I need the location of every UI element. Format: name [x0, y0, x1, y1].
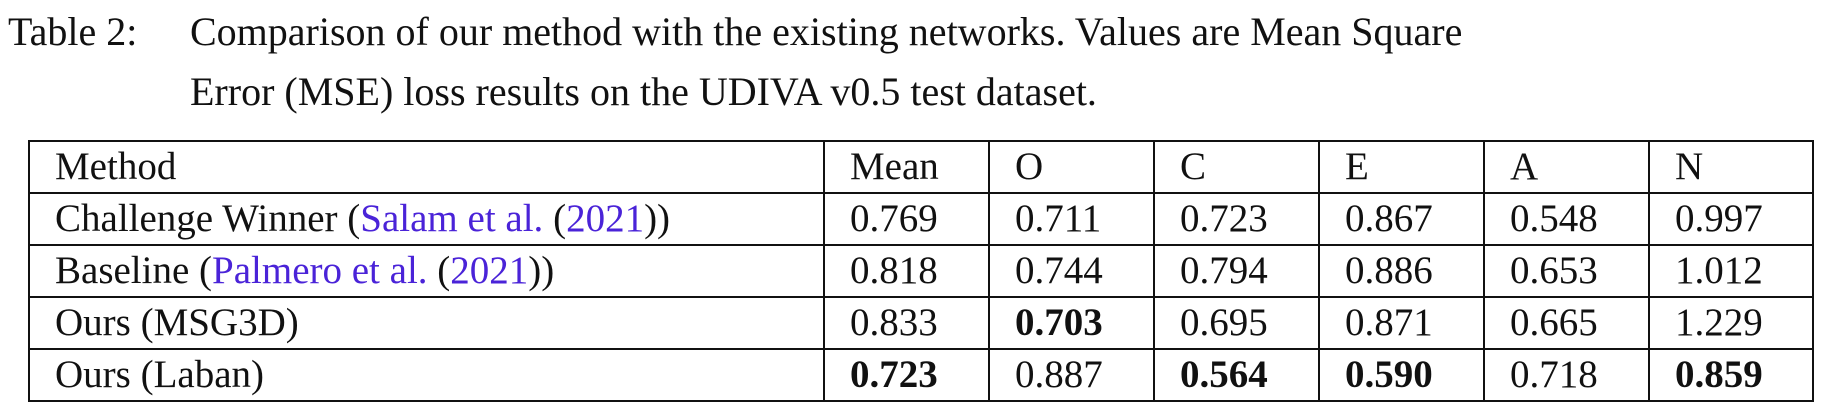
- cell-o: 0.703: [988, 296, 1155, 350]
- cell-e: 0.871: [1318, 296, 1485, 350]
- citation-link-salam[interactable]: Salam et al.: [360, 197, 544, 240]
- header-mean: Mean: [823, 140, 990, 194]
- citation-year-link[interactable]: 2021: [566, 197, 645, 240]
- header-o: O: [988, 140, 1155, 194]
- row-method-cell: Ours (MSG3D): [28, 296, 825, 350]
- table-caption: Table 2: Comparison of our method with t…: [8, 2, 1823, 122]
- citation-close: )): [644, 197, 671, 240]
- cell-a: 0.718: [1483, 348, 1650, 402]
- cell-a: 0.653: [1483, 244, 1650, 298]
- cell-c: 0.564: [1153, 348, 1320, 402]
- cell-mean: 0.769: [823, 192, 990, 246]
- header-n: N: [1648, 140, 1814, 194]
- cell-e: 0.886: [1318, 244, 1485, 298]
- best-value: 0.564: [1180, 353, 1268, 396]
- caption-line-2: Error (MSE) loss results on the UDIVA v0…: [8, 62, 1823, 122]
- cell-o: 0.711: [988, 192, 1155, 246]
- best-value: 0.590: [1345, 353, 1433, 396]
- caption-label: Table 2:: [8, 9, 138, 54]
- citation-link-palmero[interactable]: Palmero et al.: [212, 249, 428, 292]
- cell-n: 1.229: [1648, 296, 1814, 350]
- citation-paren: (: [543, 197, 567, 240]
- cell-c: 0.695: [1153, 296, 1320, 350]
- caption-text-line-2: Error (MSE) loss results on the UDIVA v0…: [190, 69, 1097, 114]
- method-label: Baseline (: [55, 249, 213, 292]
- table-row-challenge-winner: Challenge Winner (Salam et al. (2021)) 0…: [28, 192, 1814, 246]
- table-row-ours-laban: Ours (Laban) 0.723 0.887 0.564 0.590 0.7…: [28, 348, 1814, 402]
- cell-n: 1.012: [1648, 244, 1814, 298]
- table-row-baseline: Baseline (Palmero et al. (2021)) 0.818 0…: [28, 244, 1814, 298]
- cell-o: 0.887: [988, 348, 1155, 402]
- cell-e: 0.867: [1318, 192, 1485, 246]
- cell-a: 0.665: [1483, 296, 1650, 350]
- citation-year-link[interactable]: 2021: [450, 249, 529, 292]
- row-method-cell: Ours (Laban): [28, 348, 825, 402]
- row-method-cell: Challenge Winner (Salam et al. (2021)): [28, 192, 825, 246]
- caption-line-1: Table 2: Comparison of our method with t…: [8, 2, 1823, 62]
- cell-a: 0.548: [1483, 192, 1650, 246]
- citation-paren: (: [427, 249, 451, 292]
- results-table: Method Mean O C E A N Challenge Winner (…: [28, 140, 1814, 402]
- cell-mean: 0.818: [823, 244, 990, 298]
- cell-n: 0.859: [1648, 348, 1814, 402]
- cell-e: 0.590: [1318, 348, 1485, 402]
- header-e: E: [1318, 140, 1485, 194]
- citation-close: )): [528, 249, 555, 292]
- cell-o: 0.744: [988, 244, 1155, 298]
- header-method: Method: [28, 140, 825, 194]
- best-value: 0.723: [850, 353, 938, 396]
- cell-c: 0.723: [1153, 192, 1320, 246]
- table-header-row: Method Mean O C E A N: [28, 140, 1814, 194]
- cell-mean: 0.723: [823, 348, 990, 402]
- cell-n: 0.997: [1648, 192, 1814, 246]
- table-row-ours-msg3d: Ours (MSG3D) 0.833 0.703 0.695 0.871 0.6…: [28, 296, 1814, 350]
- best-value: 0.703: [1015, 301, 1103, 344]
- method-label: Challenge Winner (: [55, 197, 361, 240]
- best-value: 0.859: [1675, 353, 1763, 396]
- caption-text-line-1: Comparison of our method with the existi…: [190, 9, 1463, 54]
- header-a: A: [1483, 140, 1650, 194]
- row-method-cell: Baseline (Palmero et al. (2021)): [28, 244, 825, 298]
- cell-c: 0.794: [1153, 244, 1320, 298]
- header-c: C: [1153, 140, 1320, 194]
- cell-mean: 0.833: [823, 296, 990, 350]
